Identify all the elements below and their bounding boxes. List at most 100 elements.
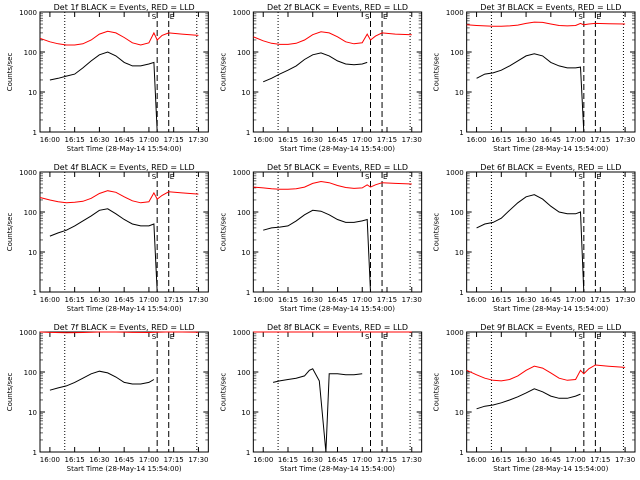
x-tick-label: 16:45 [327, 136, 347, 144]
y-tick-label: 1000 [19, 169, 37, 177]
x-tick-label: 17:00 [352, 136, 372, 144]
series-line-lld [39, 190, 199, 204]
x-axis-label: Start Time (28-May-14 15:54:00) [67, 465, 182, 473]
y-tick-label: 100 [24, 209, 37, 217]
y-tick-label: 100 [450, 209, 463, 217]
time-marker-label: S [578, 13, 583, 21]
time-marker-label: E [170, 333, 174, 341]
series-line-events [476, 388, 581, 410]
x-tick-label: 16:00 [466, 456, 486, 464]
series-line-events [49, 208, 158, 293]
y-tick-label: 10 [241, 249, 250, 257]
y-axis-label: Counts/sec [6, 373, 14, 412]
y-tick-label: 10 [455, 249, 464, 257]
time-marker-label: S [152, 13, 157, 21]
y-tick-label: 100 [450, 49, 463, 57]
chart-panel-1: Det 1f BLACK = Events, RED = LLD 1 10 100 10… [6, 3, 209, 153]
x-tick-label: 16:15 [491, 136, 511, 144]
x-tick-label: 17:00 [565, 296, 585, 304]
x-tick-label: 16:00 [253, 296, 273, 304]
x-tick-label: 16:45 [327, 296, 347, 304]
time-marker-label: S [578, 333, 583, 341]
x-tick-label: 17:30 [402, 456, 422, 464]
y-axis-label: Counts/sec [219, 373, 227, 412]
chart-title: Det 8f BLACK = Events, RED = LLD [267, 323, 408, 332]
y-axis-label: Counts/sec [6, 213, 14, 252]
y-tick-label: 100 [237, 49, 250, 57]
x-tick-label: 16:30 [89, 296, 109, 304]
y-tick-label: 1000 [233, 169, 251, 177]
x-tick-label: 17:15 [377, 296, 397, 304]
chart-title: Det 5f BLACK = Events, RED = LLD [267, 163, 408, 172]
y-tick-label: 100 [237, 209, 250, 217]
chart-panel-4: Det 4f BLACK = Events, RED = LLD 1 10 100 10… [6, 163, 209, 313]
y-tick-label: 100 [24, 369, 37, 377]
y-tick-label: 1000 [233, 9, 251, 17]
y-axis-label: Counts/sec [219, 213, 227, 252]
series-line-events [263, 209, 371, 293]
y-tick-label: 10 [28, 89, 37, 97]
y-tick-label: 1000 [19, 329, 37, 337]
time-marker-label: S [152, 173, 157, 181]
series-line-events [272, 368, 363, 453]
x-tick-label: 17:15 [590, 136, 610, 144]
y-tick-label: 10 [455, 89, 464, 97]
time-marker-label: S [365, 333, 370, 341]
x-tick-label: 16:15 [65, 456, 85, 464]
y-tick-label: 1000 [233, 329, 251, 337]
y-axis-label: Counts/sec [433, 53, 441, 92]
x-tick-label: 16:30 [303, 136, 323, 144]
time-marker-label: S [578, 173, 583, 181]
x-tick-label: 16:15 [278, 136, 298, 144]
y-axis-label: Counts/sec [433, 213, 441, 252]
y-axis-label: Counts/sec [219, 53, 227, 92]
series-line-lld [39, 331, 199, 334]
x-tick-label: 17:30 [402, 136, 422, 144]
y-tick-label: 10 [241, 89, 250, 97]
x-axis-label: Start Time (28-May-14 15:54:00) [67, 145, 182, 153]
y-tick-label: 100 [24, 49, 37, 57]
chart-title: Det 6f BLACK = Events, RED = LLD [480, 163, 621, 172]
series-line-lld [466, 364, 626, 382]
y-tick-label: 10 [241, 409, 250, 417]
y-axis-label: Counts/sec [6, 53, 14, 92]
chart-title: Det 3f BLACK = Events, RED = LLD [480, 3, 621, 12]
x-tick-label: 16:45 [114, 456, 134, 464]
time-marker-label: E [170, 13, 174, 21]
x-tick-label: 16:30 [303, 456, 323, 464]
chart-title: Det 1f BLACK = Events, RED = LLD [54, 3, 195, 12]
x-tick-label: 17:30 [188, 136, 208, 144]
x-tick-label: 16:30 [89, 136, 109, 144]
x-tick-label: 16:45 [541, 296, 561, 304]
y-tick-label: 1 [459, 289, 463, 297]
time-marker-label: E [383, 333, 387, 341]
y-tick-label: 1000 [446, 329, 464, 337]
x-axis-label: Start Time (28-May-14 15:54:00) [493, 305, 608, 313]
x-tick-label: 17:00 [565, 136, 585, 144]
x-tick-label: 16:45 [541, 456, 561, 464]
series-line-events [49, 51, 158, 133]
x-tick-label: 16:15 [278, 296, 298, 304]
chart-panel-3: Det 3f BLACK = Events, RED = LLD 1 10 100 10… [433, 3, 636, 153]
x-tick-label: 16:30 [516, 136, 536, 144]
y-tick-label: 1 [33, 289, 37, 297]
x-tick-label: 16:00 [40, 456, 60, 464]
x-tick-label: 16:45 [327, 456, 347, 464]
x-tick-label: 16:45 [114, 296, 134, 304]
chart-panel-7: Det 7f BLACK = Events, RED = LLD 1 10 100 10… [6, 323, 209, 473]
x-tick-label: 17:15 [164, 456, 184, 464]
x-tick-label: 16:15 [491, 296, 511, 304]
x-tick-label: 16:15 [278, 456, 298, 464]
series-line-lld [466, 21, 626, 27]
y-tick-label: 1 [246, 449, 250, 457]
time-marker-label: E [383, 173, 387, 181]
x-tick-label: 16:30 [516, 296, 536, 304]
y-tick-label: 1 [246, 129, 250, 137]
x-tick-label: 17:30 [615, 136, 635, 144]
x-tick-label: 17:00 [352, 296, 372, 304]
x-tick-label: 16:00 [40, 296, 60, 304]
y-axis-label: Counts/sec [433, 373, 441, 412]
y-tick-label: 1 [33, 449, 37, 457]
x-axis-label: Start Time (28-May-14 15:54:00) [280, 145, 395, 153]
